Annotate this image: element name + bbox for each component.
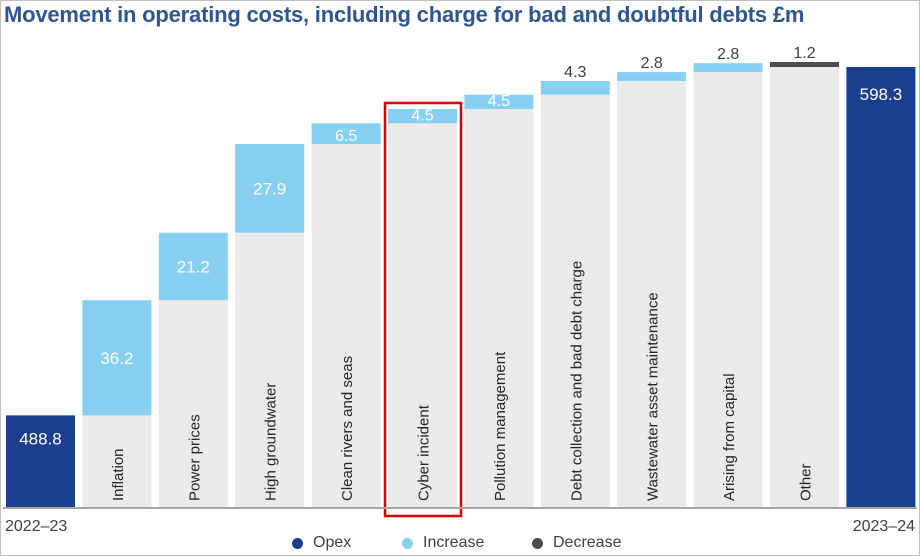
bar-background-arising-from-capital bbox=[693, 72, 763, 507]
legend-label-opex: Opex bbox=[313, 534, 352, 551]
legend-marker-increase bbox=[402, 537, 413, 549]
category-label-clean-rivers-and-seas: Clean rivers and seas bbox=[339, 356, 356, 501]
value-label-power-prices: 21.2 bbox=[177, 257, 210, 276]
chart-legend: Opex Increase Decrease bbox=[0, 532, 920, 554]
waterfall-chart: 488.8 36.2 Inflation 21.2 Power prices 27.9 Hi… bbox=[3, 45, 917, 532]
bar-increase-arising-from-capital bbox=[693, 63, 763, 73]
bar-background-inflation bbox=[82, 415, 152, 507]
category-label-other: Other bbox=[798, 463, 815, 501]
highlight-box-cyber-incident bbox=[383, 101, 463, 518]
bar-start-opex bbox=[6, 415, 75, 507]
value-label-inflation: 36.2 bbox=[100, 349, 133, 368]
bar-background-power-prices bbox=[158, 300, 228, 507]
bar-end-opex bbox=[846, 67, 916, 507]
bar-increase-cyber-incident bbox=[388, 108, 457, 124]
value-label-wastewater-asset-maintenance: 2.8 bbox=[641, 55, 663, 72]
bar-increase-pollution-management bbox=[464, 94, 534, 109]
legend-item-opex: Opex bbox=[292, 532, 351, 554]
value-label-pollution-management: 4.5 bbox=[488, 93, 510, 110]
value-label-high-groundwater: 27.9 bbox=[253, 179, 286, 198]
value-label-clean-rivers-and-seas: 6.5 bbox=[335, 128, 357, 145]
x-label-end: 2023–24 bbox=[853, 518, 915, 532]
value-label-start: 488.8 bbox=[19, 429, 62, 448]
legend-label-decrease: Decrease bbox=[553, 534, 622, 551]
bar-increase-high-groundwater bbox=[235, 143, 305, 233]
bar-increase-wastewater-asset-maintenance bbox=[617, 72, 687, 81]
category-label-high-groundwater: High groundwater bbox=[263, 383, 280, 501]
category-label-pollution-management: Pollution management bbox=[492, 351, 509, 501]
bar-background-cyber-incident bbox=[388, 123, 457, 507]
value-label-other: 1.2 bbox=[793, 45, 815, 62]
bar-background-clean-rivers-and-seas bbox=[311, 143, 381, 507]
bar-increase-debt-collection-and-bad-debt-charge bbox=[540, 80, 610, 95]
bar-background-other bbox=[770, 67, 839, 507]
bar-increase-clean-rivers-and-seas bbox=[311, 123, 381, 144]
bar-background-wastewater-asset-maintenance bbox=[617, 80, 687, 508]
bar-background-high-groundwater bbox=[235, 232, 305, 507]
bar-increase-power-prices bbox=[158, 232, 228, 301]
value-label-end: 598.3 bbox=[860, 85, 903, 104]
bar-increase-inflation bbox=[82, 300, 152, 416]
category-label-power-prices: Power prices bbox=[186, 414, 203, 501]
bar-decrease-other bbox=[770, 62, 839, 67]
x-label-start: 2022–23 bbox=[5, 518, 67, 532]
value-label-cyber-incident: 4.5 bbox=[411, 107, 433, 124]
chart-title: Movement in operating costs, including c… bbox=[4, 2, 805, 27]
legend-marker-opex bbox=[292, 537, 303, 549]
legend-marker-decrease bbox=[532, 537, 543, 549]
bar-background-pollution-management bbox=[464, 108, 534, 507]
legend-item-decrease: Decrease bbox=[532, 532, 621, 554]
legend-item-increase: Increase bbox=[402, 532, 484, 554]
bar-background-debt-collection-and-bad-debt-charge bbox=[540, 94, 610, 507]
category-label-cyber-incident: Cyber incident bbox=[416, 404, 433, 501]
category-label-inflation: Inflation bbox=[110, 448, 127, 501]
legend-label-increase: Increase bbox=[423, 534, 485, 551]
category-label-debt-collection-and-bad-debt-charge: Debt collection and bad debt charge bbox=[568, 261, 585, 501]
value-label-arising-from-capital: 2.8 bbox=[717, 46, 739, 63]
category-label-arising-from-capital: Arising from capital bbox=[721, 373, 738, 501]
value-label-debt-collection-and-bad-debt-charge: 4.3 bbox=[564, 64, 586, 81]
category-label-wastewater-asset-maintenance: Wastewater asset maintenance bbox=[645, 292, 662, 501]
